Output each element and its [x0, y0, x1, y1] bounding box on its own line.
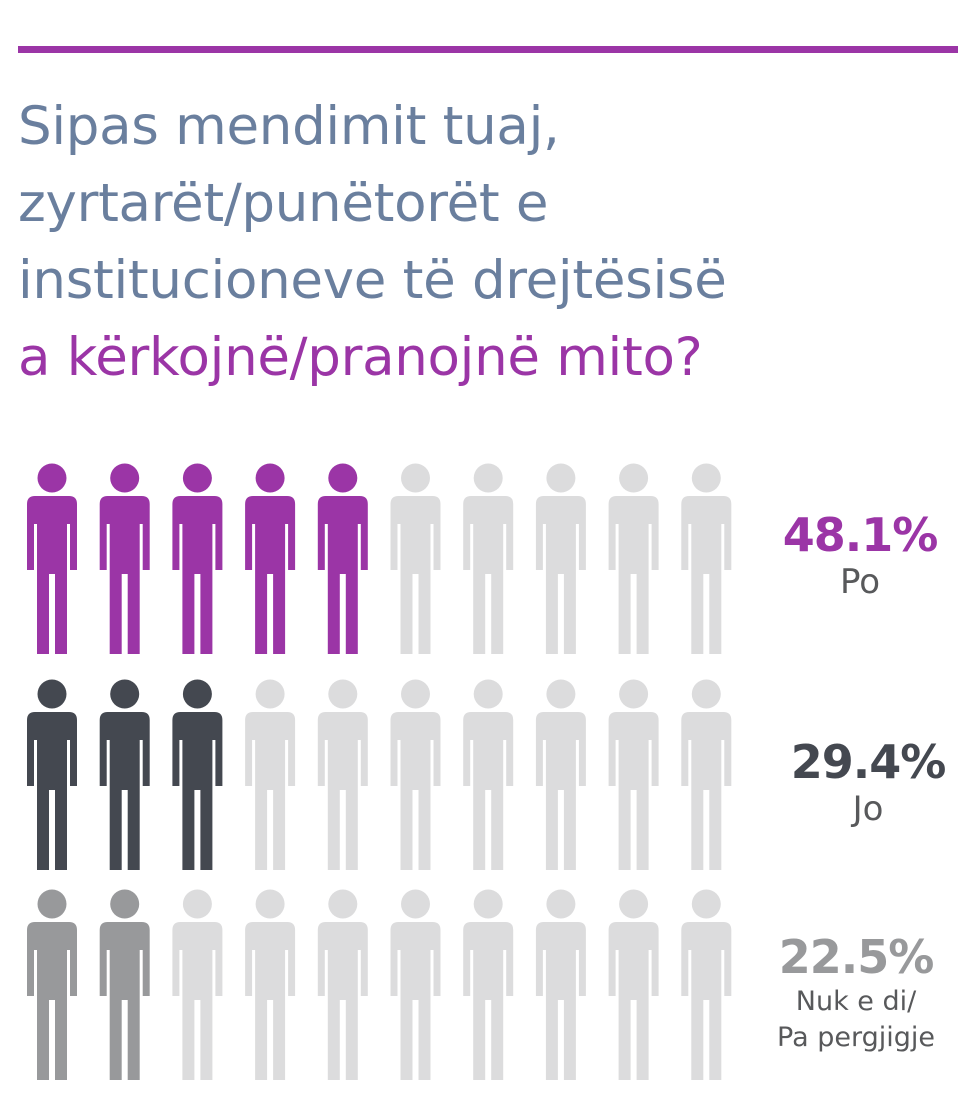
- person-icon-nuk-e-di-pa-pergjigje-9-empty: [608, 889, 659, 1080]
- person-icon-nuk-e-di-pa-pergjigje-1-filled: [27, 889, 77, 1080]
- category-label-jo: Jo: [852, 789, 884, 829]
- person-icon-po-9-empty: [608, 463, 659, 654]
- label-jo: 29.4% Jo: [748, 735, 980, 829]
- person-icon-jo-10-empty: [681, 679, 732, 870]
- person-icon-jo-3-filled: [172, 679, 223, 870]
- person-icon-po-5-filled: [317, 463, 368, 654]
- person-icon-po-1-filled: [27, 463, 77, 654]
- person-icon-po-6-empty: [390, 463, 441, 654]
- title-line-2: zyrtarët/punëtorët e: [18, 173, 549, 234]
- person-icon-po-10-empty: [681, 463, 732, 654]
- person-icon-nuk-e-di-pa-pergjigje-3-empty: [172, 889, 223, 1080]
- category-label-nuk-e-di-line-2: Pa pergjigje: [777, 1022, 935, 1053]
- value-label-po: 48.1%: [782, 508, 939, 562]
- value-label-jo: 29.4%: [790, 735, 947, 789]
- person-icon-jo-6-empty: [390, 679, 441, 870]
- person-icon-po-2-filled: [99, 463, 150, 654]
- person-icon-jo-5-empty: [317, 679, 368, 870]
- person-icon-po-8-empty: [535, 463, 586, 654]
- person-icon-jo-7-empty: [463, 679, 514, 870]
- label-nuk-e-di: 22.5% Nuk e di/ Pa pergjigje: [736, 930, 976, 1056]
- person-icon-jo-2-filled: [99, 679, 150, 870]
- title-line-4: a kërkojnë/pranojnë mito?: [18, 327, 703, 388]
- value-label-nuk-e-di: 22.5%: [778, 930, 935, 984]
- person-icon-nuk-e-di-pa-pergjigje-10-empty: [681, 889, 732, 1080]
- category-label-nuk-e-di-line-1: Nuk e di/: [795, 986, 917, 1017]
- person-icon-nuk-e-di-pa-pergjigje-4-empty: [245, 889, 296, 1080]
- person-icon-nuk-e-di-pa-pergjigje-5-empty: [317, 889, 368, 1080]
- chart-title: Sipas mendimit tuaj, zyrtarët/punëtorët …: [18, 88, 958, 396]
- category-label-po: Po: [839, 562, 881, 602]
- person-icon-po-3-filled: [172, 463, 223, 654]
- person-icon-nuk-e-di-pa-pergjigje-2-filled: [99, 889, 150, 1080]
- person-icon-po-4-filled: [245, 463, 296, 654]
- person-icon-jo-9-empty: [608, 679, 659, 870]
- person-icon-nuk-e-di-pa-pergjigje-7-empty: [463, 889, 514, 1080]
- person-icon-nuk-e-di-pa-pergjigje-6-empty: [390, 889, 441, 1080]
- person-icon-jo-1-filled: [27, 679, 77, 870]
- person-icon-po-7-empty: [463, 463, 514, 654]
- label-po: 48.1% Po: [740, 508, 980, 602]
- title-line-1: Sipas mendimit tuaj,: [18, 96, 560, 157]
- title-line-3: institucioneve të drejtësisë: [18, 250, 727, 311]
- top-rule: [18, 46, 958, 53]
- person-icon-nuk-e-di-pa-pergjigje-8-empty: [535, 889, 586, 1080]
- person-icon-jo-4-empty: [245, 679, 296, 870]
- person-icon-jo-8-empty: [535, 679, 586, 870]
